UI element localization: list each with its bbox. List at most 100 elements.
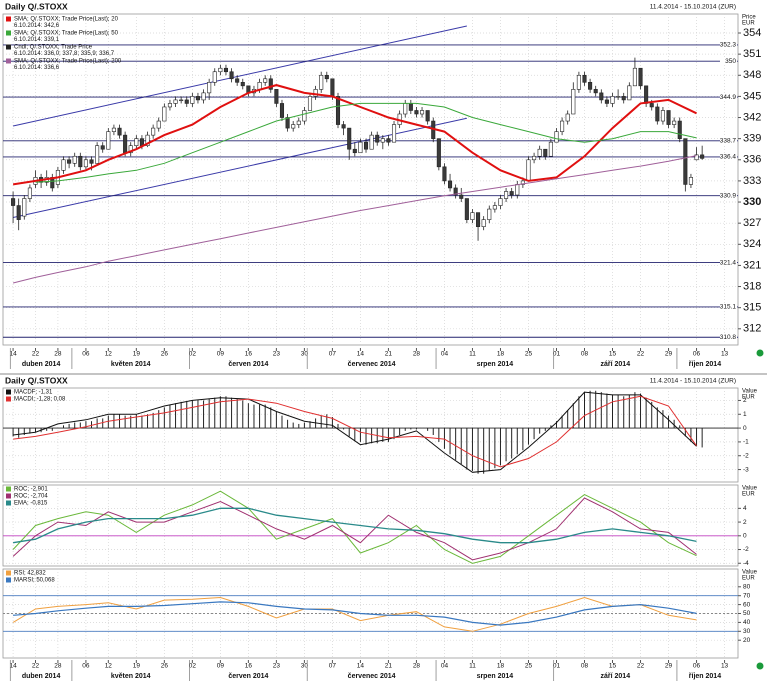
month-label: květen 2014	[111, 673, 151, 680]
y-tick-label: 324	[743, 238, 761, 250]
x-tick-label: 06	[82, 351, 90, 358]
y-tick-label: -4	[743, 560, 749, 567]
y-tick-label: 0	[743, 533, 747, 540]
y-tick-label: 312	[743, 323, 761, 335]
candle-body	[638, 67, 643, 87]
x-tick-label: 09	[217, 351, 225, 358]
y-tick-label: 345	[743, 90, 761, 102]
legend-value: 6.10.2014: 336,6	[14, 65, 60, 71]
candle-body	[442, 166, 447, 182]
x-tick-label: 02	[189, 351, 197, 358]
level-label-bg	[720, 302, 737, 311]
x-tick-label: 06	[693, 351, 701, 358]
x-tick-label: 13	[721, 663, 729, 670]
candle-body	[330, 78, 335, 97]
legend-label: EMA; -0,815	[14, 501, 48, 507]
x-tick-label: 06	[693, 663, 701, 670]
candle-body	[229, 71, 234, 80]
x-tick-label: 30	[301, 351, 309, 358]
y-tick-label: -3	[743, 466, 749, 473]
candle-body	[649, 103, 654, 108]
x-tick-label: 14	[357, 351, 365, 358]
candle-body	[391, 124, 397, 143]
candle-body	[459, 194, 464, 199]
candle-body	[207, 82, 212, 94]
candle-body	[151, 127, 156, 136]
x-tick-label: 18	[497, 663, 505, 670]
x-tick-label: 14	[9, 663, 17, 670]
candle-body	[291, 124, 296, 129]
candle-body	[190, 96, 195, 104]
series-line	[12, 596, 697, 632]
level-label-bg	[720, 258, 737, 267]
candle-body	[683, 138, 688, 185]
x-tick-label: 19	[133, 663, 141, 670]
y-axis-label: EUR	[742, 21, 755, 27]
legend-value: 6.10.2014: 339,1	[14, 37, 60, 43]
series-line	[35, 102, 697, 183]
candle-body	[677, 120, 682, 139]
panel-frame	[2, 387, 739, 483]
candle-body	[694, 154, 699, 161]
chart-title: Daily Q/.STOXX	[5, 375, 68, 385]
level-label-bg	[720, 136, 737, 145]
legend-label: SMA; Q/.STOXX; Trade Price(Last); 50	[14, 31, 119, 37]
legend-label: SMA; Q/.STOXX; Trade Price(Last); 200	[14, 59, 122, 65]
candle-body	[548, 141, 553, 157]
x-tick-label: 14	[9, 351, 17, 358]
candle-body	[448, 180, 453, 189]
y-tick-label: 70	[743, 592, 751, 599]
y-tick-label: 2	[743, 519, 747, 526]
x-tick-label: 25	[525, 351, 533, 358]
candle-body	[173, 99, 178, 104]
candle-body	[571, 89, 576, 115]
month-label: červenec 2014	[348, 673, 396, 680]
candle-body	[279, 103, 285, 118]
x-tick-label: 19	[133, 351, 141, 358]
candle-body	[700, 154, 705, 159]
candle-body	[363, 141, 369, 150]
level-label: 336.4	[720, 154, 737, 161]
y-tick-label: 321	[743, 259, 761, 271]
month-label: září 2014	[601, 361, 631, 368]
legend-label: MACDI; -1,28; 0,08	[14, 397, 66, 403]
candle-body	[72, 155, 77, 164]
candle-body	[162, 106, 167, 122]
x-tick-label: 22	[637, 663, 645, 670]
candle-body	[16, 205, 21, 220]
y-axis-label: Price	[742, 15, 756, 21]
candle-body	[128, 145, 133, 154]
candle-body	[268, 78, 273, 90]
legend-label: RSI; 42,832	[14, 571, 46, 577]
candle-body	[436, 138, 441, 168]
trendline	[12, 25, 467, 127]
y-tick-label: 339	[743, 133, 761, 145]
level-label-bg	[720, 40, 737, 49]
x-tick-label: 11	[469, 663, 476, 670]
y-axis-label: EUR	[742, 492, 755, 498]
y-tick-label: 330	[743, 196, 761, 208]
y-tick-label: -2	[743, 452, 749, 459]
candle-body	[324, 74, 329, 80]
candle-body	[285, 117, 290, 129]
candle-body	[106, 131, 111, 150]
candle-body	[100, 145, 105, 150]
candle-body	[335, 96, 341, 125]
candle-body	[223, 67, 229, 73]
candle-body	[414, 110, 419, 115]
level-label: 321.4	[720, 259, 737, 266]
legend-label: SMA; Q/.STOXX; Trade Price(Last); 20	[14, 17, 119, 23]
y-tick-label: 318	[743, 280, 761, 292]
date-range: 11.4.2014 - 15.10.2014 (ZUR)	[650, 378, 736, 385]
candle-body	[386, 138, 391, 143]
y-tick-label: 60	[743, 601, 751, 608]
candle-body	[408, 103, 413, 111]
y-axis-label: EUR	[742, 395, 755, 401]
series-line	[13, 391, 697, 473]
x-tick-label: 21	[385, 351, 393, 358]
candle-body	[509, 191, 514, 196]
level-label: 344.9	[720, 94, 737, 101]
month-label: duben 2014	[22, 673, 61, 680]
candle-body	[660, 110, 665, 122]
legend-label: ROC; -2,901	[14, 487, 48, 493]
